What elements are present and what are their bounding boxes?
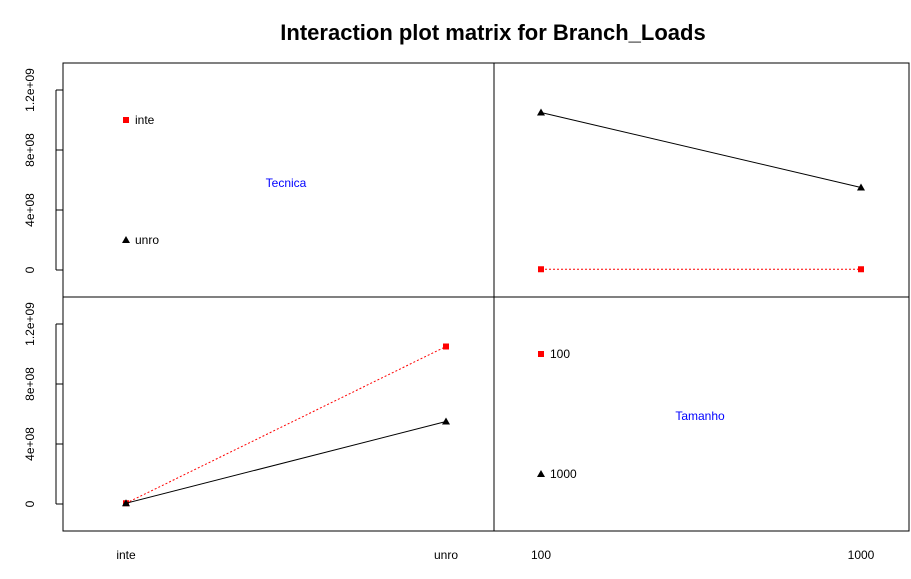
x-tick-label: 1000 <box>848 548 875 562</box>
y-tick-label: 1.2e+09 <box>23 68 37 112</box>
level-label: 1000 <box>550 467 577 481</box>
level-label: inte <box>135 113 155 127</box>
level-label: 100 <box>550 347 570 361</box>
triangle-point <box>537 470 545 477</box>
triangle-point <box>537 108 545 116</box>
interaction-panel-bottom-left <box>122 343 450 507</box>
square-point <box>123 117 129 123</box>
y-tick-label: 8e+08 <box>23 133 37 167</box>
level-label: unro <box>135 233 159 247</box>
factor-name-label: Tamanho <box>675 409 725 423</box>
diagonal-panels: inte unro Tecnica 100 1000 Tamanho <box>122 113 725 481</box>
y-tick-label: 1.2e+09 <box>23 302 37 346</box>
x-tick-label: unro <box>434 548 458 562</box>
series-line-unro <box>540 112 862 188</box>
y-tick-label: 0 <box>23 266 37 273</box>
x-tick-label: inte <box>116 548 136 562</box>
diagonal-panel-tamanho: 100 1000 Tamanho <box>537 347 725 481</box>
factor-name-label: Tecnica <box>266 176 307 190</box>
square-point <box>538 266 544 273</box>
y-tick-label: 0 <box>23 500 37 507</box>
triangle-point <box>122 236 130 243</box>
diagonal-panel-tecnica: inte unro Tecnica <box>122 113 307 247</box>
series-line-1000 <box>125 421 447 504</box>
y-tick-label: 8e+08 <box>23 367 37 401</box>
y-axes: 0 4e+08 8e+08 1.2e+09 0 4e+08 8e+08 1.2e+09 <box>23 68 63 507</box>
triangle-point <box>122 499 130 507</box>
square-point <box>443 343 449 350</box>
square-point <box>538 351 544 357</box>
x-axis: inte unro 100 1000 <box>116 548 874 562</box>
chart-title: Interaction plot matrix for Branch_Loads <box>280 20 705 45</box>
plot-frame <box>62 62 910 532</box>
y-tick-label: 4e+08 <box>23 427 37 461</box>
x-tick-label: 100 <box>531 548 551 562</box>
series-line-100 <box>125 346 447 504</box>
interaction-panels <box>122 108 865 507</box>
square-point <box>858 266 864 273</box>
triangle-point <box>857 183 865 191</box>
triangle-point <box>442 417 450 425</box>
y-tick-label: 4e+08 <box>23 193 37 227</box>
interaction-panel-top-right <box>537 108 865 273</box>
